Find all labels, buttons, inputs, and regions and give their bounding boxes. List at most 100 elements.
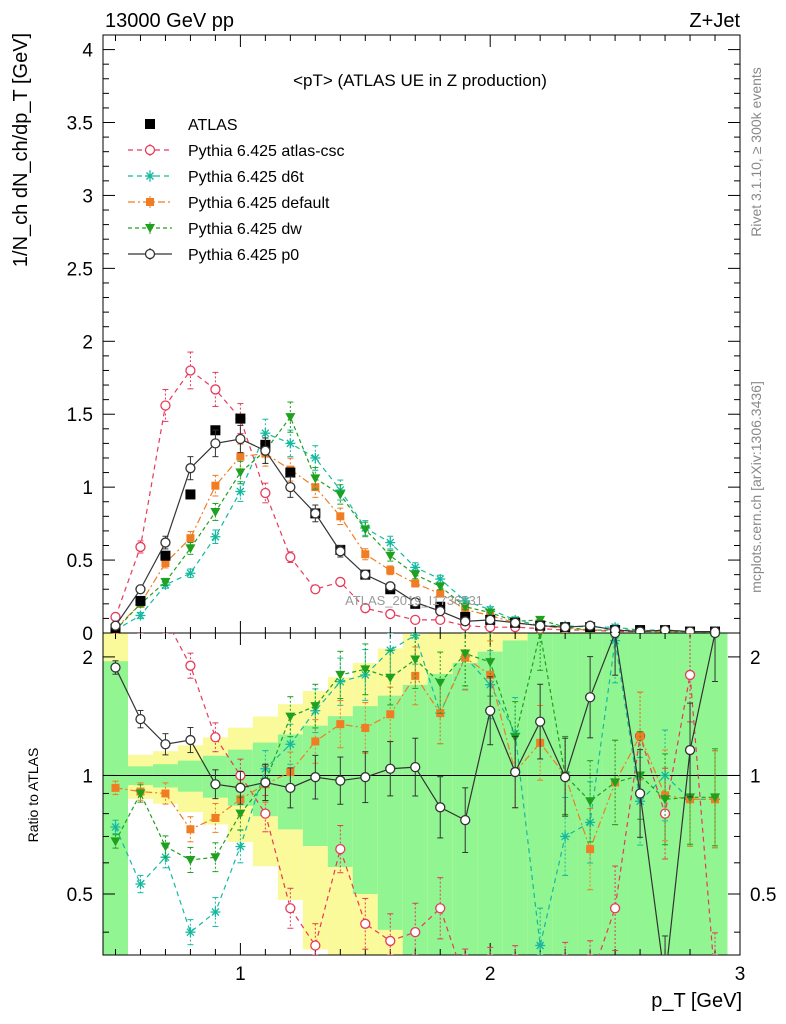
y-tick-label: 0.5: [67, 551, 93, 572]
data-point: [135, 595, 146, 606]
ratio-tick-label: 0.5: [750, 885, 776, 906]
data-point: [460, 616, 471, 627]
ratio-point: [510, 766, 521, 778]
legend-marker: [144, 144, 156, 156]
ratio-point: [609, 903, 621, 914]
data-point: [135, 584, 146, 595]
ratio-point: [410, 655, 421, 665]
ratio-frame: [102, 632, 741, 956]
band-inner: [103, 661, 128, 955]
ratio-point: [535, 940, 546, 951]
data-point: [335, 546, 346, 557]
ratio-point: [560, 831, 571, 842]
ratio-point: [210, 779, 221, 790]
legend-label: Pythia 6.425 default: [188, 195, 330, 212]
legend-entry: Pythia 6.425 p0: [128, 247, 299, 264]
ratio-point: [435, 903, 446, 914]
legend-label: ATLAS: [188, 117, 238, 134]
data-point: [360, 525, 371, 535]
data-point: [535, 615, 546, 625]
ratio-point: [460, 649, 471, 659]
ratio-point: [310, 772, 321, 783]
ratio-point: [385, 673, 396, 683]
y-axis-label: 1/N_ch dN_ch/dp_T [GeV]: [10, 33, 32, 267]
ratio-point: [335, 775, 346, 786]
ratio-point: [110, 837, 121, 847]
ratio-point: [186, 825, 195, 834]
ratio-point: [135, 713, 146, 725]
ratio-point: [335, 670, 346, 680]
data-point: [709, 626, 721, 633]
data-point: [385, 551, 396, 561]
data-point: [185, 544, 196, 554]
watermark: ATLAS_2019_I1736531: [345, 593, 483, 608]
legend-marker: [145, 171, 155, 181]
ratio-point: [260, 808, 271, 819]
ratio-tick-label: 1: [82, 766, 93, 787]
ratio-point: [410, 761, 421, 773]
ratio-point: [511, 977, 520, 986]
band-inner: [402, 684, 428, 955]
data-point: [236, 452, 245, 461]
legend-label: Pythia 6.425 p0: [188, 247, 299, 264]
ratio-point: [461, 977, 470, 986]
data-point: [485, 614, 496, 626]
ratio-point: [535, 716, 546, 727]
ratio-point: [360, 772, 371, 783]
ratio-point: [235, 782, 246, 794]
ratio-point: [411, 671, 420, 680]
ratio-point: [386, 710, 395, 719]
data-point: [609, 624, 621, 633]
data-point: [336, 512, 345, 521]
ratio-point: [435, 678, 446, 688]
ratio-y-axis-label: Ratio to ATLAS: [25, 748, 41, 843]
data-point: [411, 579, 420, 588]
series-layer: [110, 351, 721, 633]
legend-entry: Pythia 6.425 d6t: [128, 169, 304, 186]
data-point: [410, 597, 421, 608]
legend-entry: Pythia 6.425 default: [128, 195, 330, 212]
chart-title: <pT> (ATLAS UE in Z production): [293, 71, 547, 90]
data-point: [285, 552, 296, 563]
data-point: [186, 534, 195, 543]
ratio-point: [110, 821, 121, 832]
y-tick-label: 2.5: [67, 259, 93, 280]
data-point: [161, 558, 170, 567]
ratio-point: [435, 802, 446, 813]
data-point: [210, 438, 221, 449]
ratio-point: [311, 737, 320, 746]
ratio-point: [485, 658, 496, 668]
ratio-point: [536, 977, 545, 986]
data-point: [260, 487, 271, 499]
data-point: [260, 445, 271, 456]
data-point: [435, 614, 446, 626]
ratio-point: [210, 732, 221, 743]
data-point: [410, 570, 421, 580]
ratio-point: [336, 720, 345, 729]
legend-label: Pythia 6.425 d6t: [188, 169, 304, 186]
y-tick-label: 1: [82, 478, 93, 499]
data-point: [310, 452, 321, 463]
data-point: [235, 486, 246, 497]
y-tick-label: 3.5: [67, 114, 93, 135]
data-point: [285, 413, 296, 423]
data-point: [135, 610, 146, 621]
ratio-point: [110, 662, 121, 673]
header-left: 13000 GeV pp: [105, 10, 234, 32]
legend-entry: Pythia 6.425 atlas-csc: [128, 143, 345, 160]
data-point: [235, 413, 246, 424]
legend-marker: [145, 224, 155, 233]
data-point: [160, 400, 171, 411]
frames: [102, 34, 741, 956]
data-point: [260, 428, 271, 439]
ratio-point: [684, 744, 696, 756]
x-tick-label: 1: [235, 964, 246, 985]
ratio-point: [410, 927, 421, 938]
data-point: [460, 602, 471, 612]
data-point: [160, 577, 171, 587]
axis-ticks: 0 0.5 1 1.5 2 2.5 3 3.5 4 1 2 3 0.5 0.5 1 1 2 2: [67, 34, 776, 985]
ratio-point: [285, 739, 296, 750]
y-tick-label: 1.5: [67, 405, 93, 426]
ratio-point: [185, 927, 196, 938]
